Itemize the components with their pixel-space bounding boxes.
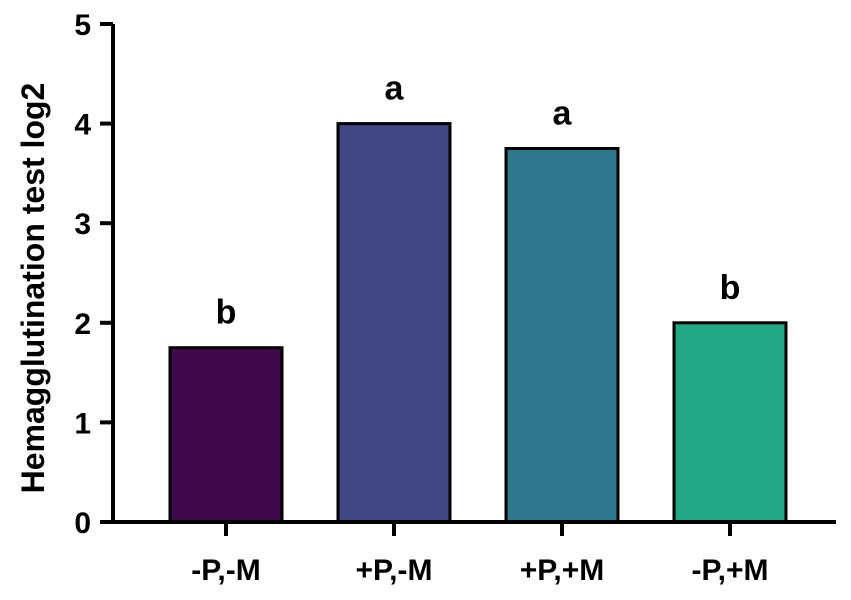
significance-label-4: b: [720, 269, 741, 307]
plot-area: b a a b 0 1 2 3 4 5 -P,-M +P,-M +P,+M -P,+M: [74, 9, 836, 587]
significance-label-2: a: [385, 70, 405, 108]
y-tick-label-3: 3: [74, 208, 91, 241]
bar-3: [504, 147, 620, 524]
y-tick-label-1: 1: [74, 407, 91, 440]
y-axis-title: Hemagglutination test log2: [15, 83, 51, 494]
bar-2: [336, 122, 452, 524]
x-category-label-2: +P,-M: [356, 554, 433, 587]
x-category-label-1: -P,-M: [191, 554, 260, 587]
significance-label-1: b: [216, 294, 237, 332]
x-category-label-3: +P,+M: [520, 554, 605, 587]
y-tick-label-5: 5: [74, 9, 91, 42]
significance-label-3: a: [553, 95, 573, 133]
x-category-label-4: -P,+M: [692, 554, 769, 587]
bar-1: [168, 346, 284, 524]
y-tick-label-2: 2: [74, 308, 91, 341]
y-tick-label-0: 0: [74, 507, 91, 540]
y-tick-label-4: 4: [74, 109, 91, 142]
bar-4: [672, 321, 788, 524]
